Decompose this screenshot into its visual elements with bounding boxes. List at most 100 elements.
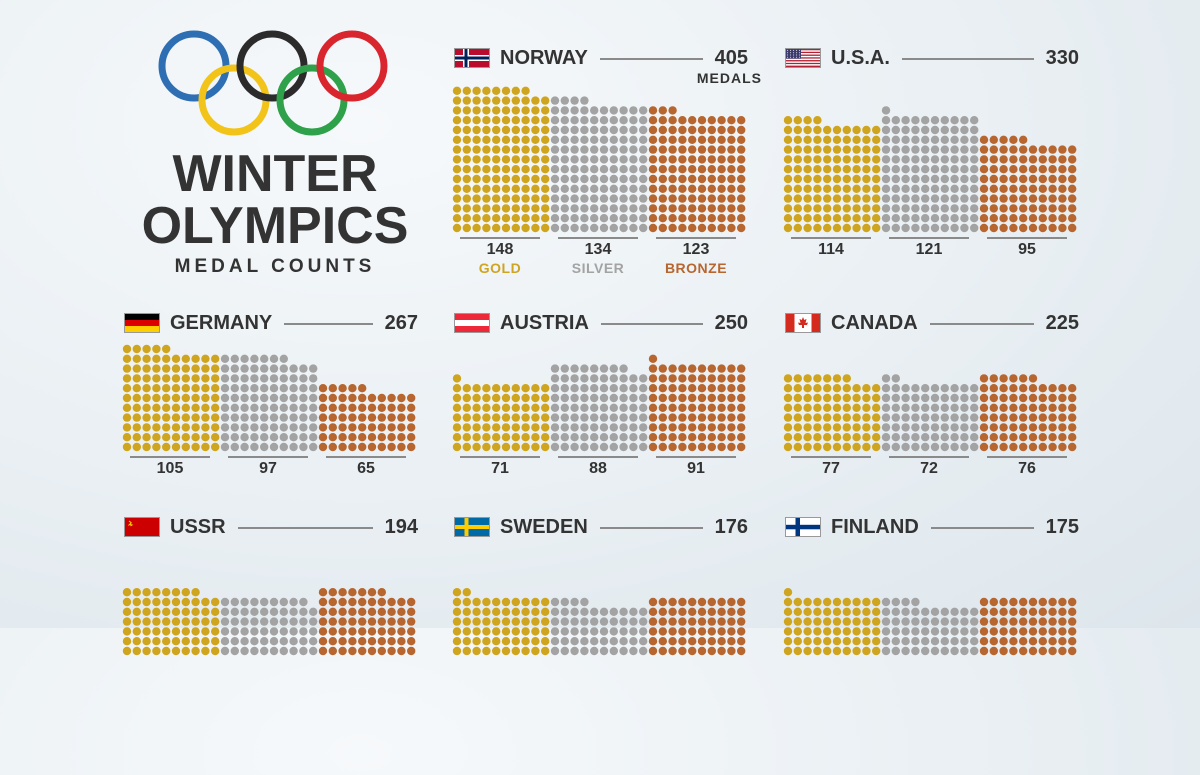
bronze-medal-dot	[348, 617, 357, 626]
silver-medal-dot	[550, 106, 560, 115]
bronze-medal-dot	[1048, 384, 1057, 393]
silver-medal-dot	[921, 194, 930, 203]
bronze-medal-dot	[999, 403, 1008, 412]
bronze-medal-dot	[1068, 384, 1077, 393]
silver-medal-dot	[309, 617, 318, 626]
bronze-medal-dot	[737, 433, 746, 442]
silver-medal-dot	[950, 627, 959, 636]
gold-medal-dot	[872, 135, 881, 144]
bronze-medal-dot	[697, 627, 707, 636]
silver-medal-dot	[240, 637, 249, 646]
bronze-medal-dot	[348, 433, 357, 442]
gold-medal-dot	[462, 607, 471, 616]
bronze-medal-dot	[989, 174, 998, 184]
gold-medal-dot	[211, 423, 220, 432]
country-panel-austria: AUSTRIA 250 71 88 91	[452, 311, 762, 551]
bronze-medal-dot	[318, 413, 328, 422]
country-name: SWEDEN	[500, 516, 588, 538]
gold-medal-dot	[501, 96, 511, 105]
gold-medal-dot	[803, 393, 812, 403]
silver-medal-dot	[269, 354, 279, 363]
bronze-medal-dot	[358, 423, 367, 432]
silver-medal-dot	[911, 155, 920, 164]
gold-medal-dot	[813, 174, 822, 184]
bronze-medal-dot	[1019, 384, 1028, 393]
gold-medal-dot	[501, 413, 511, 422]
gold-medal-dot	[521, 184, 530, 193]
silver-medal-dot	[560, 204, 569, 213]
silver-medal-dot	[570, 442, 579, 452]
silver-medal-dot	[560, 96, 569, 105]
bronze-medal-dot	[989, 214, 998, 223]
silver-medal-dot	[970, 403, 979, 412]
gold-medal-dot	[511, 174, 520, 184]
silver-medal-dot	[279, 374, 288, 383]
bronze-medal-dot	[668, 125, 677, 135]
bronze-medal-dot	[367, 597, 377, 607]
silver-medal-dot	[960, 442, 969, 452]
silver-medal-dot	[269, 364, 279, 373]
gold-medal-dot	[191, 597, 200, 607]
gold-medal-dot	[813, 637, 822, 646]
gold-medal-dot	[452, 637, 462, 646]
silver-medal-dot	[550, 364, 560, 373]
bronze-medal-dot	[1019, 433, 1028, 442]
bronze-medal-dot	[1028, 433, 1038, 442]
silver-medal-dot	[960, 135, 969, 144]
gold-medal-dot	[832, 607, 842, 616]
gold-medal-dot	[142, 354, 151, 363]
gold-medal-dot	[211, 646, 220, 656]
gold-medal-dot	[452, 646, 462, 656]
gold-medal-dot	[482, 184, 491, 193]
silver-medal-dot	[599, 194, 609, 203]
gold-medal-dot	[521, 393, 530, 403]
bronze-medal-dot	[648, 393, 658, 403]
gold-medal-dot	[211, 374, 220, 383]
gold-medal-dot	[803, 384, 812, 393]
silver-medal-dot	[570, 597, 579, 607]
bronze-medal-dot	[328, 433, 337, 442]
gold-medal-dot	[823, 442, 832, 452]
bronze-medal-dot	[737, 646, 746, 656]
bronze-medal-dot	[648, 364, 658, 373]
gold-medal-dot	[462, 145, 471, 154]
gold-medal-dot	[793, 627, 802, 636]
bronze-medal-dot	[717, 145, 726, 154]
silver-medal-dot	[940, 423, 949, 432]
bronze-medal-dot	[648, 145, 658, 154]
bronze-medal-dot	[989, 597, 998, 607]
country-panel-canada: CANADA 225 77 72 76	[783, 311, 1093, 551]
gold-medal-dot	[862, 423, 871, 432]
bronze-medal-dot	[737, 194, 746, 203]
silver-medal-dot	[881, 433, 891, 442]
gold-medal-dot	[783, 155, 793, 164]
silver-medal-dot	[220, 384, 230, 393]
gold-medal-dot	[492, 607, 501, 616]
silver-medal-dot	[590, 433, 599, 442]
bronze-medal-dot	[707, 384, 716, 393]
bronze-medal-dot	[979, 607, 989, 616]
bronze-medal-dot	[999, 617, 1008, 626]
silver-medal-dot	[560, 597, 569, 607]
gold-medal-dot	[783, 116, 793, 125]
bronze-medal-dot	[678, 135, 687, 144]
gold-medal-dot	[482, 223, 491, 233]
bronze-medal-dot	[338, 607, 347, 616]
silver-medal-dot	[629, 125, 638, 135]
gold-medal-dot	[793, 413, 802, 422]
silver-medal-dot	[911, 607, 920, 616]
canada-flag-icon	[785, 313, 821, 333]
gold-medal-dot	[862, 433, 871, 442]
silver-medal-dot	[911, 223, 920, 233]
silver-medal-dot	[960, 155, 969, 164]
bronze-medal-dot	[697, 223, 707, 233]
gold-medal-dot	[511, 125, 520, 135]
silver-medal-dot	[550, 184, 560, 193]
gold-medal-dot	[462, 204, 471, 213]
bronze-medal-dot	[338, 384, 347, 393]
bronze-medal-dot	[707, 423, 716, 432]
gold-medal-dot	[142, 646, 151, 656]
bronze-medal-dot	[387, 393, 396, 403]
silver-medal-dot	[629, 374, 638, 383]
bronze-medal-dot	[707, 393, 716, 403]
